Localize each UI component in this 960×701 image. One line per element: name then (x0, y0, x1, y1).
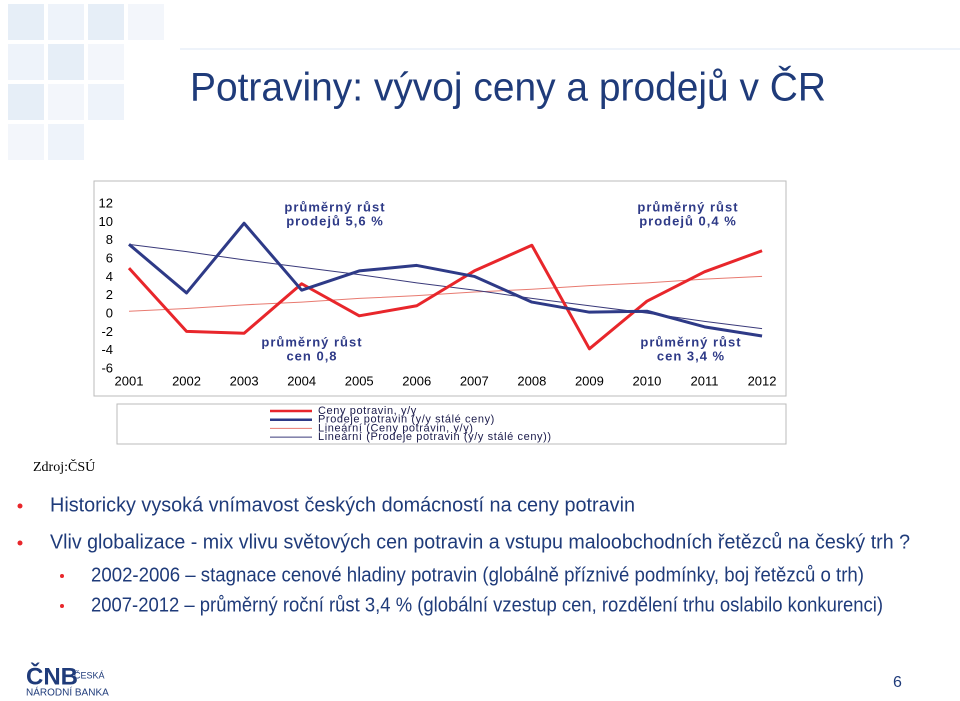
y-tick-label: 4 (106, 269, 113, 284)
annotation: průměrný růst (637, 199, 738, 214)
series-line (128, 221, 763, 338)
logo-line: NÁRODNÍ BANKA (26, 686, 109, 699)
y-tick-label: -4 (101, 342, 113, 357)
y-tick-label: 0 (106, 305, 113, 320)
x-tick-label: 2004 (287, 373, 316, 388)
x-tick-label: 2002 (172, 373, 201, 388)
y-tick-label: -2 (101, 324, 113, 339)
sub-bullet-dot (60, 574, 64, 578)
x-tick-label: 2007 (460, 373, 489, 388)
page-number: 6 (893, 674, 902, 691)
legend-frame (116, 403, 787, 445)
annotation: prodejů 0,4 % (639, 213, 737, 228)
sub-bullet: 2007-2012 – průměrný roční růst 3,4 % (g… (91, 594, 883, 616)
annotation: cen 0,8 (286, 348, 337, 363)
bullet: Vliv globalizace - mix vlivu světových c… (50, 531, 910, 553)
annotation: průměrný růst (284, 199, 385, 214)
x-tick-label: 2012 (748, 373, 777, 388)
series-line (128, 275, 763, 312)
series-line (127, 243, 763, 351)
y-tick-label: 12 (99, 195, 113, 210)
y-tick-label: 8 (106, 232, 113, 247)
source: Zdroj:ČSÚ (33, 458, 95, 475)
legend-label: Prodeje potravin (y/y stálé ceny) (318, 414, 495, 426)
bullet: Historicky vysoká vnímavost českých domá… (50, 494, 635, 516)
annotation: prodejů 5,6 % (286, 213, 384, 228)
x-tick-label: 2009 (575, 373, 604, 388)
x-tick-label: 2001 (115, 373, 144, 388)
legend-label: Lineární (Ceny potravin, y/y) (318, 422, 474, 434)
logo-line: ČESKÁ (74, 670, 105, 680)
x-tick-label: 2011 (691, 373, 719, 388)
legend-label: Lineární (Prodeje potravin (y/y stálé ce… (318, 431, 552, 443)
slide-title: Potraviny: vývoj ceny a prodejů v ČR (190, 65, 826, 110)
bullets: Historicky vysoká vnímavost českých domá… (17, 494, 910, 616)
sub-bullet: 2002-2006 – stagnace cenové hladiny potr… (91, 564, 864, 586)
x-tick-label: 2008 (517, 373, 546, 388)
bullet-dot (17, 540, 23, 546)
annotation: cen 3,4 % (657, 348, 725, 363)
y-tick-label: 2 (106, 287, 113, 302)
x-tick-label: 2006 (402, 373, 431, 388)
sub-bullet-dot (60, 604, 64, 608)
x-tick-label: 2003 (230, 373, 259, 388)
logo-abbr: ČNB (26, 662, 78, 690)
y-tick-label: -6 (101, 360, 113, 375)
annotation: průměrný růst (640, 334, 741, 349)
bullet-dot (17, 503, 23, 509)
x-tick-label: 2010 (632, 373, 661, 388)
legend-label: Ceny potravin, y/y (318, 405, 417, 417)
logo: ČNB ČESKÁ NÁRODNÍ BANKA (26, 662, 109, 698)
decoration (8, 4, 960, 160)
annotation: průměrný růst (261, 334, 362, 349)
y-tick-label: 6 (106, 250, 113, 265)
y-tick-label: 10 (99, 214, 113, 229)
x-tick-label: 2005 (345, 373, 374, 388)
